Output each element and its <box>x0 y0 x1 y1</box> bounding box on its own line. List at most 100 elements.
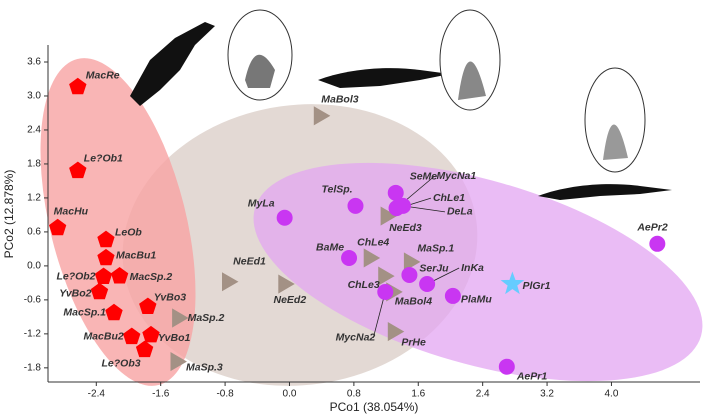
y-tick-label: 2.4 <box>27 125 41 136</box>
point <box>377 283 394 300</box>
point <box>105 303 123 321</box>
y-tick-label: -1.8 <box>24 362 42 373</box>
point <box>222 272 239 292</box>
point <box>649 235 666 252</box>
silhouette <box>318 68 450 88</box>
tooth-inset <box>584 67 646 173</box>
group-ellipse <box>40 58 196 386</box>
x-tick-label: 2.4 <box>476 389 490 400</box>
point-label: PrHe <box>401 336 426 348</box>
point-label: NeEd2 <box>274 294 307 306</box>
point-label: MaSp.1 <box>417 243 454 255</box>
tooth <box>603 124 628 160</box>
point-label: AePr1 <box>516 370 548 382</box>
point <box>444 287 461 304</box>
point-label: MacSp.1 <box>63 307 106 319</box>
point <box>172 308 189 328</box>
x-tick-label: 3.2 <box>540 389 554 400</box>
x-tick-label: 4.0 <box>605 389 619 400</box>
point-label: YvBo2 <box>59 288 91 300</box>
point <box>97 230 115 248</box>
point <box>394 197 411 214</box>
y-tick-label: -0.6 <box>24 295 42 306</box>
x-tick-label: 0.0 <box>283 389 297 400</box>
point <box>387 322 405 342</box>
point-label: MaSp.2 <box>188 312 225 324</box>
group-ellipse <box>253 162 703 382</box>
point-label: MyLa <box>248 198 275 210</box>
point-label: InKa <box>461 262 484 274</box>
tooth-inset <box>439 9 501 111</box>
point <box>94 267 113 284</box>
point <box>123 327 141 345</box>
point <box>69 77 87 95</box>
point-label: Le?Ob3 <box>101 357 140 369</box>
point-label: Le?Ob2 <box>56 270 95 282</box>
point <box>401 266 418 283</box>
point-label: Le?Ob1 <box>84 153 123 165</box>
tooth <box>245 54 275 88</box>
point-label: MacRe <box>86 70 120 82</box>
point-label: YvBo1 <box>158 332 190 344</box>
point-label: MacSp.2 <box>130 271 173 283</box>
point <box>278 274 295 294</box>
point <box>347 197 364 214</box>
y-tick-label: -1.2 <box>24 328 42 339</box>
point <box>378 266 395 286</box>
point-label: MaSp.3 <box>186 361 223 373</box>
point-label: AePr2 <box>636 222 668 234</box>
point-label: MacHu <box>54 206 89 218</box>
y-axis-title: PCo2 (12.878%) <box>2 170 16 259</box>
point <box>90 282 109 300</box>
point <box>419 276 436 293</box>
point <box>363 248 381 268</box>
point-label: LeOb <box>115 227 142 239</box>
y-tick-label: 0.6 <box>27 227 41 238</box>
point-label: MycNa2 <box>336 332 376 344</box>
decoration <box>40 9 703 386</box>
point <box>313 106 331 126</box>
point <box>403 252 421 272</box>
x-tick-label: 0.8 <box>347 389 361 400</box>
point <box>498 358 515 375</box>
point-label: ChLe1 <box>433 192 465 204</box>
x-tick-label: -0.8 <box>216 389 234 400</box>
point-label: PlaMu <box>461 294 493 306</box>
point-label: YvBo3 <box>154 291 186 303</box>
point-label: ChLe4 <box>357 237 389 249</box>
y-tick-label: 0.0 <box>27 261 41 272</box>
point <box>139 297 157 314</box>
y-tick-label: 1.8 <box>27 159 41 170</box>
point-label: ChLe3 <box>348 279 380 291</box>
silhouette <box>538 184 672 200</box>
point <box>500 271 525 295</box>
point-label: SerJu <box>419 263 449 275</box>
point-label: NeEd1 <box>233 256 266 268</box>
tooth <box>458 61 486 100</box>
point-label: MacBu1 <box>116 250 156 262</box>
point-label: PlGr1 <box>522 280 550 292</box>
point-label: MacBu2 <box>83 330 123 342</box>
point-label: MaBol4 <box>395 296 433 308</box>
point <box>276 209 293 226</box>
point <box>142 325 160 343</box>
point-label: NeEd3 <box>389 222 422 234</box>
y-tick-label: 1.2 <box>27 193 41 204</box>
x-tick-label: 1.6 <box>411 389 425 400</box>
y-tick-label: 3.0 <box>27 91 41 102</box>
x-tick-label: -1.6 <box>152 389 170 400</box>
point <box>49 218 67 236</box>
x-axis-title: PCo1 (38.054%) <box>330 400 419 414</box>
point-label: MycNa1 <box>437 170 477 182</box>
point-label: DeLa <box>447 206 473 218</box>
point-label: SeMe <box>410 171 438 183</box>
point <box>341 249 358 266</box>
silhouette <box>130 22 215 106</box>
point <box>135 340 154 358</box>
point <box>111 266 129 284</box>
point <box>387 184 404 201</box>
point <box>170 352 187 372</box>
point-label: BaMe <box>316 242 344 254</box>
y-tick-label: 3.6 <box>27 57 41 68</box>
